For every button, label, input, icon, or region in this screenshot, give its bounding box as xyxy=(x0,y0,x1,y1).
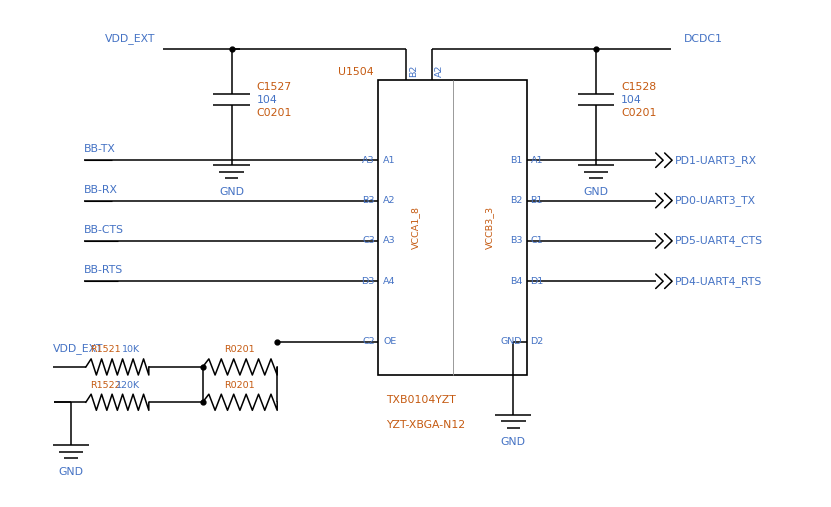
Text: OE: OE xyxy=(383,337,396,346)
Text: D3: D3 xyxy=(361,277,375,286)
Text: GND: GND xyxy=(219,188,244,197)
Text: A3: A3 xyxy=(362,156,375,165)
Text: C0201: C0201 xyxy=(257,108,292,118)
Text: A1: A1 xyxy=(531,156,543,165)
Text: GND: GND xyxy=(501,437,526,447)
Text: BB-TX: BB-TX xyxy=(84,144,116,154)
Text: R0201: R0201 xyxy=(224,345,255,354)
Text: TXB0104YZT: TXB0104YZT xyxy=(386,394,456,405)
Text: VDD_EXT: VDD_EXT xyxy=(52,343,103,354)
Text: BB-CTS: BB-CTS xyxy=(84,225,124,235)
Text: A4: A4 xyxy=(383,277,396,286)
Text: U1504: U1504 xyxy=(338,67,374,77)
Text: A3: A3 xyxy=(383,236,396,245)
Text: YZT-XBGA-N12: YZT-XBGA-N12 xyxy=(386,420,465,430)
Text: B3: B3 xyxy=(362,196,375,205)
Text: D1: D1 xyxy=(531,277,543,286)
Text: GND: GND xyxy=(501,337,523,346)
Text: C2: C2 xyxy=(362,337,375,346)
Text: C3: C3 xyxy=(362,236,375,245)
Text: 10K: 10K xyxy=(122,345,140,354)
Text: 120K: 120K xyxy=(116,381,140,390)
Text: C1: C1 xyxy=(531,236,543,245)
Text: B4: B4 xyxy=(510,277,523,286)
Text: PD5-UART4_CTS: PD5-UART4_CTS xyxy=(675,235,763,246)
Bar xyxy=(378,80,528,375)
Text: DCDC1: DCDC1 xyxy=(684,34,723,44)
Text: VCCA1_8: VCCA1_8 xyxy=(411,205,420,248)
Text: C1527: C1527 xyxy=(257,82,292,92)
Text: B1: B1 xyxy=(510,156,523,165)
Text: 104: 104 xyxy=(621,95,642,105)
Text: 104: 104 xyxy=(257,95,278,105)
Text: VDD_EXT: VDD_EXT xyxy=(105,33,155,44)
Text: R1522: R1522 xyxy=(90,381,120,390)
Text: B2: B2 xyxy=(409,65,418,77)
Text: R0201: R0201 xyxy=(224,381,255,390)
Text: B2: B2 xyxy=(510,196,523,205)
Text: GND: GND xyxy=(58,467,83,477)
Text: GND: GND xyxy=(583,188,608,197)
Text: PD4-UART4_RTS: PD4-UART4_RTS xyxy=(675,276,762,286)
Text: B1: B1 xyxy=(531,196,543,205)
Text: VCCB3_3: VCCB3_3 xyxy=(485,205,494,248)
Text: PD1-UART3_RX: PD1-UART3_RX xyxy=(675,155,757,166)
Text: A1: A1 xyxy=(383,156,396,165)
Text: A2: A2 xyxy=(435,64,445,77)
Text: D2: D2 xyxy=(531,337,543,346)
Text: BB-RX: BB-RX xyxy=(84,185,118,195)
Text: C1528: C1528 xyxy=(621,82,656,92)
Text: BB-RTS: BB-RTS xyxy=(84,265,124,275)
Text: B3: B3 xyxy=(510,236,523,245)
Text: A2: A2 xyxy=(383,196,396,205)
Text: C0201: C0201 xyxy=(621,108,656,118)
Text: R1521: R1521 xyxy=(90,345,120,354)
Text: PD0-UART3_TX: PD0-UART3_TX xyxy=(675,195,756,206)
